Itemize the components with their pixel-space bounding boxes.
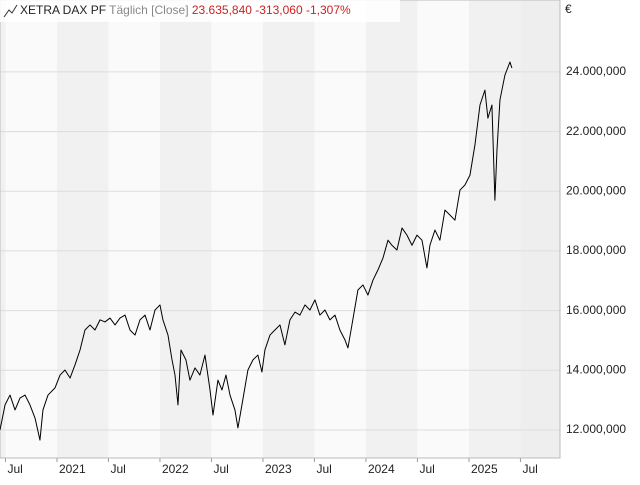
last-price: 23.635,840: [192, 3, 252, 17]
period-band: [314, 0, 366, 458]
y-tick-label: 24.000,000: [566, 64, 626, 78]
period-band: [0, 0, 6, 458]
period-band: [262, 0, 315, 458]
period-band: [468, 0, 521, 458]
x-tick-label: Jul: [419, 462, 434, 476]
period-band: [159, 0, 212, 458]
plot-frame: [0, 0, 561, 459]
y-tick-label: 16.000,000: [566, 303, 626, 317]
change: -313,060: [255, 3, 303, 17]
header: XETRA DAX PF Täglich [Close] 23.635,840 …: [20, 3, 351, 17]
period-band: [211, 0, 263, 458]
x-tick-label: Jul: [213, 462, 228, 476]
y-tick-label: 18.000,000: [566, 243, 626, 257]
line-icon: [3, 4, 18, 18]
header-bg: [0, 0, 400, 22]
period-band: [56, 0, 109, 458]
y-tick-label: 20.000,000: [566, 183, 626, 197]
x-tick-label: 2024: [368, 462, 395, 476]
period-band: [520, 0, 560, 458]
y-tick-label: 12.000,000: [566, 422, 626, 436]
price-line: [0, 61, 513, 441]
y-tick-label: 22.000,000: [566, 124, 626, 138]
x-tick-label: 2022: [162, 462, 189, 476]
x-tick-label: 2025: [471, 462, 498, 476]
x-tick-label: 2021: [59, 462, 86, 476]
x-tick-label: Jul: [316, 462, 331, 476]
x-tick-label: Jul: [7, 462, 22, 476]
x-tick-label: Jul: [522, 462, 537, 476]
chart-title: XETRA DAX PF: [20, 3, 106, 17]
period-band: [365, 0, 418, 458]
x-tick-label: Jul: [110, 462, 125, 476]
currency: €: [565, 2, 572, 16]
change-percent: -1,307%: [306, 3, 351, 17]
x-tick-label: 2023: [265, 462, 292, 476]
period-band: [5, 0, 57, 458]
y-tick-label: 14.000,000: [566, 362, 626, 376]
period-band: [108, 0, 160, 458]
period-band: [417, 0, 469, 458]
chart-subtitle: Täglich [Close]: [109, 3, 188, 17]
